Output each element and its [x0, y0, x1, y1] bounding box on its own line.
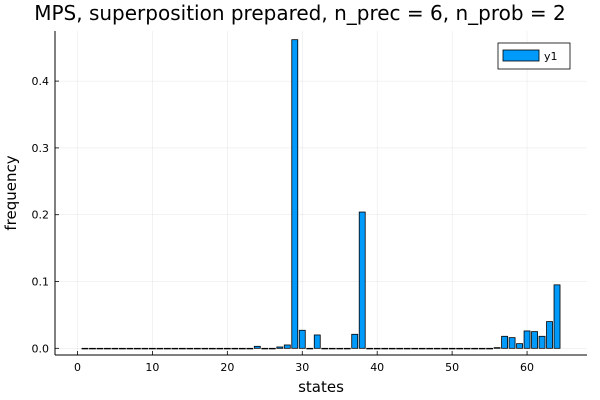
bar: [328, 347, 336, 350]
x-tick-label: 60: [520, 361, 534, 374]
bar: [261, 347, 269, 350]
bar: [366, 347, 374, 350]
grid: [55, 31, 587, 355]
bar: [448, 347, 456, 350]
bar: [134, 347, 141, 350]
x-tick-label: 30: [295, 361, 309, 374]
y-axis-label: frequency: [2, 155, 20, 230]
bar: [381, 347, 389, 350]
bar: [418, 347, 426, 350]
y-tick-label: 0.3: [32, 142, 50, 155]
bar: [201, 347, 209, 350]
bar: [163, 347, 171, 350]
bar: [81, 347, 89, 350]
bar: [89, 347, 96, 350]
bar: [523, 330, 531, 349]
bar: [516, 343, 523, 349]
bar: [208, 347, 216, 350]
bar: [508, 337, 516, 349]
bar: [411, 347, 419, 350]
x-axis-label: states: [298, 378, 344, 396]
bars: [81, 39, 561, 350]
axes: [54, 31, 587, 356]
legend-swatch: [502, 49, 540, 62]
x-tick-label: 20: [220, 361, 234, 374]
x-tick-label: 0: [74, 361, 81, 374]
bar: [306, 347, 314, 350]
bar: [351, 333, 359, 349]
bar: [238, 347, 246, 350]
bar: [298, 329, 306, 349]
bar: [501, 335, 508, 349]
ticks: 0 10 20 30 40 50 60 0.0 0.1 0.2 0.3 0.4: [32, 75, 535, 374]
bar: [149, 347, 156, 350]
bar: [178, 347, 186, 350]
bar: [358, 211, 366, 349]
bar: [433, 347, 441, 350]
x-tick-label: 40: [370, 361, 384, 374]
bar: [186, 347, 194, 350]
bar: [223, 347, 231, 350]
bar: [283, 344, 291, 349]
bar: [426, 347, 434, 350]
bar: [336, 347, 344, 350]
y-tick-label: 0.2: [32, 209, 50, 222]
bar: [546, 321, 553, 349]
bar: [463, 347, 471, 350]
legend-label: y1: [544, 50, 558, 63]
bar: [531, 331, 538, 349]
y-tick-label: 0.1: [32, 276, 50, 289]
bar: [276, 346, 284, 349]
bar: [171, 347, 179, 350]
y-tick-label: 0.0: [32, 342, 50, 355]
y-tick-label: 0.4: [32, 75, 50, 88]
bar: [456, 347, 464, 350]
bar: [313, 334, 321, 349]
bar: [156, 347, 164, 350]
bar: [104, 347, 111, 350]
bar: [538, 335, 546, 349]
bar: [268, 347, 276, 350]
bar: [111, 347, 119, 350]
bar: [253, 345, 261, 349]
bar: [119, 347, 126, 350]
x-tick-label: 50: [445, 361, 459, 374]
bar: [193, 347, 201, 350]
bar: [141, 347, 149, 350]
bar: [388, 347, 396, 350]
bar: [403, 347, 411, 350]
bar: [471, 347, 479, 350]
bar: [96, 347, 104, 350]
bar: [321, 347, 329, 350]
legend: y1: [497, 42, 571, 70]
bar: [343, 347, 351, 350]
x-tick-label: 10: [145, 361, 159, 374]
bar: [246, 347, 254, 350]
bar: [486, 347, 493, 350]
bar: [396, 347, 404, 350]
chart-title: MPS, superposition prepared, n_prec = 6,…: [34, 1, 566, 25]
bar: [493, 347, 501, 349]
bar: [373, 347, 381, 350]
bar: [441, 347, 449, 350]
bar: [126, 347, 134, 350]
bar: [231, 347, 239, 350]
bar: [216, 347, 224, 350]
bar: [478, 347, 486, 350]
bar: [553, 284, 561, 349]
bar: [291, 39, 299, 349]
